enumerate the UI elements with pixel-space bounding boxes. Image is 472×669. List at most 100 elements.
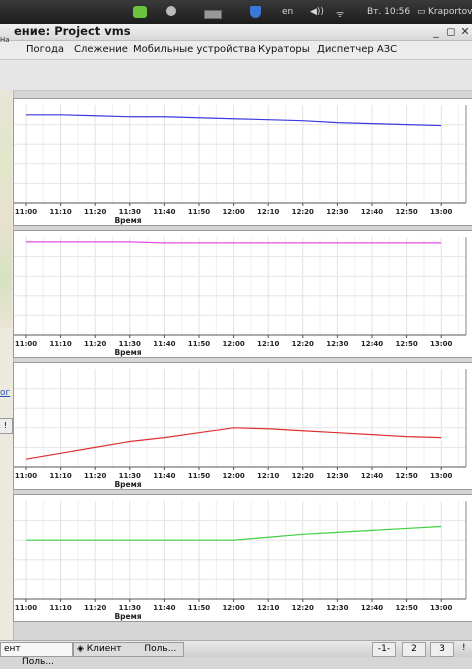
chart-panel-1: 11:00 11:10 11:20 11:30 11:40 11:50 12:00 12:10… [13, 98, 472, 226]
shield-icon[interactable] [250, 6, 261, 18]
series-line [26, 241, 442, 244]
x-tick-label: 13:00 [430, 604, 452, 612]
workspace-2[interactable]: 2 [402, 642, 426, 657]
x-tick-label: 13:00 [430, 472, 452, 480]
x-tick-label: 11:30 [119, 208, 141, 216]
keyboard-icon[interactable] [204, 10, 222, 19]
chart-3: 11:00 11:10 11:20 11:30 11:40 11:50 12:00 12:10… [14, 369, 467, 489]
x-axis-label: Время [114, 612, 141, 621]
update-icon[interactable] [133, 6, 147, 18]
chat-icon[interactable] [166, 6, 176, 16]
x-tick-label: 12:00 [222, 604, 244, 612]
map-fragment [0, 90, 12, 328]
x-tick-label: 12:10 [257, 604, 279, 612]
window-titlebar[interactable]: ение: Project vms _ ◻ ✕ [0, 24, 472, 41]
x-tick-label: 12:50 [395, 340, 417, 348]
chart-panel-2: 11:00 11:10 11:20 11:30 11:40 11:50 12:00 12:10… [13, 230, 472, 358]
x-tick-label: 12:00 [222, 340, 244, 348]
x-tick-label: 11:50 [188, 472, 210, 480]
lang-indicator[interactable]: en [282, 7, 294, 17]
background-button[interactable]: ! [0, 418, 13, 434]
menu-item-curators[interactable]: Кураторы [258, 44, 310, 55]
x-tick-label: 12:30 [326, 472, 348, 480]
series-line [26, 525, 442, 541]
client-icon: ◈ [77, 644, 84, 654]
workspace-1[interactable]: -1- [372, 642, 396, 657]
close-icon[interactable]: ✕ [460, 25, 470, 38]
chart-1: 11:00 11:10 11:20 11:30 11:40 11:50 12:00 12:10… [14, 105, 467, 225]
x-tick-label: 12:50 [395, 472, 417, 480]
menu-item-mobile[interactable]: Мобильные устройства [133, 44, 257, 55]
x-tick-label: 11:10 [49, 208, 71, 216]
x-axis-label: Время [114, 216, 141, 225]
x-tick-label: 13:00 [430, 340, 452, 348]
x-tick-label: 12:30 [326, 340, 348, 348]
minimize-icon[interactable]: _ [433, 25, 439, 38]
x-tick-label: 11:30 [119, 604, 141, 612]
x-tick-label: 11:00 [15, 340, 37, 348]
x-tick-label: 11:30 [119, 472, 141, 480]
taskbar-item-client-2[interactable]: ◈ Клиент Поль... [73, 642, 184, 657]
x-tick-label: 11:20 [84, 472, 106, 480]
task-sublabel: Поль... [144, 644, 177, 654]
task-label: Клиент [86, 644, 122, 654]
menu-item-dispatcher[interactable]: Диспетчер АЗС [317, 44, 398, 55]
menu-item-weather[interactable]: Погода [26, 44, 65, 55]
x-tick-label: 12:20 [292, 472, 314, 480]
task-sublabel: Поль... [22, 657, 54, 667]
x-tick-label: 12:30 [326, 604, 348, 612]
toolbar [0, 60, 472, 91]
background-label: Ha [0, 36, 10, 44]
maximize-icon[interactable]: ◻ [446, 25, 456, 38]
x-tick-label: 12:40 [361, 340, 383, 348]
x-tick-label: 11:10 [49, 340, 71, 348]
taskbar-item-client-1[interactable]: ент Поль... [0, 642, 73, 667]
plot-area [14, 501, 466, 599]
x-tick-label: 11:30 [119, 340, 141, 348]
chart-2: 11:00 11:10 11:20 11:30 11:40 11:50 12:00 12:10… [14, 237, 467, 357]
x-axis-label: Время [114, 480, 141, 489]
x-tick-label: 12:50 [395, 208, 417, 216]
x-tick-label: 12:00 [222, 472, 244, 480]
x-tick-label: 11:50 [188, 340, 210, 348]
x-tick-label: 12:10 [257, 472, 279, 480]
taskbar: ент Поль... ◈ Клиент Поль... -1- 2 3 ! [0, 640, 472, 667]
task-label: ент [4, 644, 21, 654]
menu-item-tracking[interactable]: Слежение [74, 44, 128, 55]
workspace-3[interactable]: 3 [430, 642, 454, 657]
x-tick-label: 11:40 [153, 472, 175, 480]
chart-panel-3: 11:00 11:10 11:20 11:30 11:40 11:50 12:00 12:10… [13, 362, 472, 490]
volume-icon[interactable]: ◀)) [310, 7, 324, 17]
x-tick-label: 12:20 [292, 208, 314, 216]
x-tick-label: 11:10 [49, 472, 71, 480]
plot-area [14, 237, 466, 335]
x-tick-label: 11:40 [153, 604, 175, 612]
menu-bar: Погода Слежение Мобильные устройства Кур… [0, 41, 472, 60]
series-line [26, 114, 442, 127]
x-tick-label: 11:10 [49, 604, 71, 612]
x-tick-label: 11:50 [188, 604, 210, 612]
background-link[interactable]: ог [0, 388, 11, 398]
x-tick-label: 11:20 [84, 208, 106, 216]
window-title: ение: Project vms [14, 24, 131, 38]
plot-area [14, 105, 466, 203]
user-name[interactable]: Kraportov [428, 7, 472, 17]
x-tick-label: 11:20 [84, 604, 106, 612]
x-tick-label: 12:40 [361, 604, 383, 612]
taskbar-end[interactable]: ! [462, 643, 466, 653]
chart-4: 11:00 11:10 11:20 11:30 11:40 11:50 12:00 12:10… [14, 501, 467, 621]
x-tick-label: 12:50 [395, 604, 417, 612]
x-tick-label: 12:20 [292, 340, 314, 348]
x-tick-label: 12:10 [257, 340, 279, 348]
series-line [25, 427, 442, 460]
x-tick-label: 12:00 [222, 208, 244, 216]
x-tick-label: 12:30 [326, 208, 348, 216]
user-icon[interactable]: ▭ [417, 7, 426, 17]
network-icon[interactable]: ᯤ [336, 10, 345, 20]
clock[interactable]: Вт. 10:56 [367, 7, 411, 17]
x-tick-label: 12:20 [292, 604, 314, 612]
chart-panel-4: 11:00 11:10 11:20 11:30 11:40 11:50 12:00 12:10… [13, 494, 472, 622]
x-tick-label: 11:00 [15, 472, 37, 480]
x-tick-label: 11:40 [153, 340, 175, 348]
x-tick-label: 11:00 [15, 208, 37, 216]
